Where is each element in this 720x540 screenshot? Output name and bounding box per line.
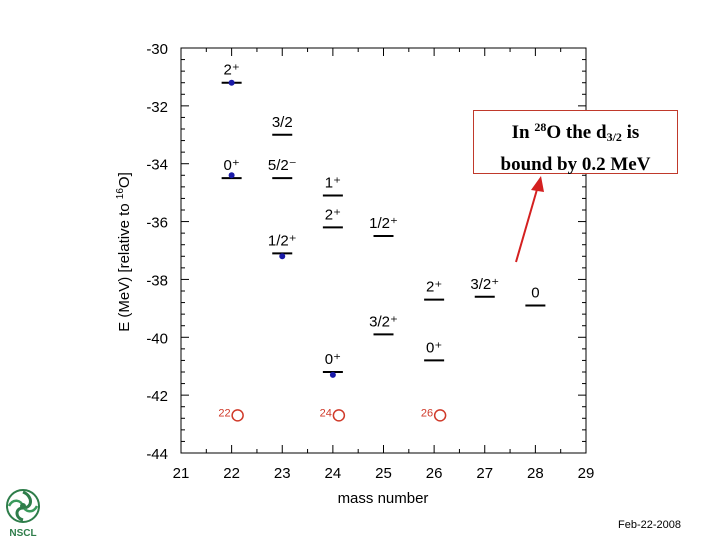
energy-level-label: 2⁺	[426, 279, 442, 296]
energy-level-label: 0	[531, 284, 539, 301]
experimental-point	[228, 79, 235, 86]
x-tick-label: 22	[223, 465, 240, 482]
annotation-sub: 3/2	[606, 130, 622, 144]
footer-date: Feb-22-2008	[618, 519, 681, 531]
red-circle-marker	[332, 409, 346, 422]
y-tick-labels: -30 -32 -34 -36 -38 -40 -42 -44	[146, 41, 168, 463]
x-tick-label: 28	[527, 465, 544, 482]
y-tick-label: -30	[146, 41, 168, 58]
x-axis-label: mass number	[338, 490, 429, 507]
y-axis-label: E (MeV) [relative to 16O]	[115, 172, 133, 332]
x-tick-labels: 21 22 23 24 25 26 27 28 29	[173, 465, 595, 482]
y-tick-label: -32	[146, 99, 168, 116]
x-tick-label: 25	[375, 465, 392, 482]
experimental-point	[279, 253, 286, 260]
annotation-mass: 28	[534, 120, 547, 134]
experimental-points	[228, 79, 336, 378]
energy-level-label: 0⁺	[223, 157, 239, 174]
experimental-point	[329, 371, 336, 378]
annotation-arrow	[515, 176, 544, 263]
nscl-logo: NSCL	[2, 486, 44, 538]
annotation-line2: bound by 0.2 MeV	[500, 154, 651, 175]
red-circle-label: 22	[218, 407, 230, 419]
x-tick-label: 27	[476, 465, 493, 482]
red-circle-marker	[433, 409, 447, 422]
y-tick-label: -40	[146, 330, 168, 347]
axis-ticks	[180, 47, 587, 454]
y-tick-label: -36	[146, 215, 168, 232]
x-tick-label: 21	[173, 465, 190, 482]
energy-levels: 2⁺ 0⁺ 3/2 5/2⁻ 1/2⁺ 1⁺ 2⁺ 0⁺ 1/2⁺ 3/2⁺ 2⁺ 0⁺ 3/2⁺ 0	[221, 62, 546, 373]
y-axis-label-sup: 16	[115, 188, 126, 200]
x-tick-label: 29	[578, 465, 595, 482]
red-circle-marker	[231, 409, 244, 422]
y-tick-label: -44	[146, 446, 168, 463]
y-tick-label: -34	[146, 157, 168, 174]
energy-level-label: 1/2⁺	[369, 215, 398, 232]
experimental-point	[228, 172, 235, 179]
energy-level-label: 5/2⁻	[268, 157, 297, 174]
annotation-line1: In 28O the d3/2 is	[511, 120, 640, 144]
x-tick-label: 24	[325, 465, 342, 482]
red-circle-label: 26	[421, 407, 433, 419]
red-circle-label: 24	[320, 407, 332, 419]
energy-level-label: 3/2⁺	[369, 313, 398, 330]
energy-level-label: 3/2	[272, 114, 293, 131]
energy-level-label: 2⁺	[223, 62, 239, 79]
x-tick-label: 26	[426, 465, 443, 482]
svg-text:NSCL: NSCL	[9, 528, 36, 538]
energy-level-label: 0⁺	[426, 339, 442, 356]
energy-level-label: 0⁺	[325, 351, 341, 368]
x-tick-label: 23	[274, 465, 291, 482]
energy-level-label: 1/2⁺	[268, 232, 297, 249]
energy-level-label: 3/2⁺	[470, 276, 499, 293]
y-axis-label-end: O]	[116, 172, 133, 188]
red-circle-markers: 22 24 26	[218, 407, 447, 422]
annotation-box: In 28O the d3/2 is bound by 0.2 MeV	[473, 110, 678, 175]
energy-level-label: 2⁺	[325, 206, 341, 223]
plot-frame	[180, 47, 587, 454]
y-tick-label: -42	[146, 388, 168, 405]
energy-level-label: 1⁺	[325, 175, 341, 192]
y-tick-label: -38	[146, 272, 168, 289]
